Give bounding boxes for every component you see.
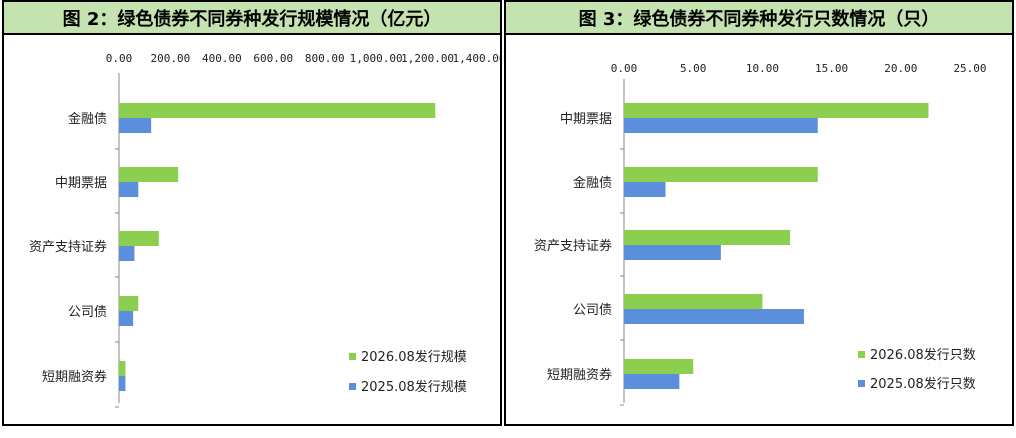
legend-swatch bbox=[349, 383, 356, 390]
bar-2026 bbox=[119, 296, 139, 311]
x-tick-label: 25.00 bbox=[953, 62, 986, 75]
x-tick-label: 5.00 bbox=[680, 62, 707, 75]
chart-svg: 0.00 5.00 10.00 15.00 20.00 25.00 中期票据金融债资产支持证… bbox=[534, 62, 987, 406]
category-label: 中期票据 bbox=[55, 176, 107, 191]
bar-2026 bbox=[119, 361, 126, 376]
category-label: 短期融资券 bbox=[547, 367, 612, 383]
bar-2025 bbox=[119, 246, 135, 261]
x-tick-label: 600.00 bbox=[253, 52, 293, 65]
category-label: 金融债 bbox=[573, 175, 612, 191]
chart-title: 图 2：绿色债券不同券种发行规模情况（亿元） bbox=[4, 2, 500, 35]
bar-2026 bbox=[624, 294, 763, 309]
bar-2025 bbox=[624, 245, 721, 260]
bar-2026 bbox=[119, 231, 159, 246]
bar-2026 bbox=[119, 167, 179, 182]
legend-label: 2026.08发行规模 bbox=[361, 349, 467, 365]
bar-2025 bbox=[119, 376, 126, 391]
x-tick-label: 1,000.00 bbox=[350, 52, 403, 65]
legend-swatch bbox=[858, 380, 865, 387]
bar-2025 bbox=[119, 182, 139, 197]
legend-label: 2025.08发行只数 bbox=[870, 376, 976, 392]
chart-title: 图 3：绿色债券不同券种发行只数情况（只） bbox=[506, 2, 1012, 35]
bar-2025 bbox=[624, 118, 818, 133]
bar-2026 bbox=[624, 230, 791, 245]
x-tick-label: 10.00 bbox=[746, 62, 779, 75]
category-label: 金融债 bbox=[68, 111, 107, 127]
bar-2025 bbox=[119, 311, 134, 326]
x-tick-label: 0.00 bbox=[611, 62, 638, 75]
x-tick-label: 20.00 bbox=[884, 62, 917, 75]
legend-swatch bbox=[858, 351, 865, 358]
x-tick-label: 1,200.00 bbox=[401, 52, 454, 65]
bar-2025 bbox=[119, 118, 152, 133]
x-tick-label: 800.00 bbox=[305, 52, 345, 65]
bar-2026 bbox=[624, 103, 929, 118]
x-tick-label: 15.00 bbox=[815, 62, 848, 75]
legend-swatch bbox=[349, 353, 356, 360]
chart-panel-count: 图 3：绿色债券不同券种发行只数情况（只） 0.00 5.00 10.00 15.00… bbox=[504, 0, 1014, 426]
category-label: 短期融资券 bbox=[42, 369, 107, 385]
category-label: 资产支持证券 bbox=[29, 239, 107, 255]
legend-label: 2025.08发行规模 bbox=[361, 379, 467, 395]
bar-2026 bbox=[624, 359, 694, 374]
x-tick-label: 1,400.00 bbox=[453, 52, 500, 65]
category-label: 资产支持证券 bbox=[534, 238, 612, 254]
x-tick-label: 400.00 bbox=[202, 52, 242, 65]
legend-label: 2026.08发行只数 bbox=[870, 347, 976, 363]
category-label: 公司债 bbox=[68, 305, 107, 320]
category-label: 中期票据 bbox=[560, 112, 612, 127]
chart-svg: 0.00 200.00 400.00 600.00 800.00 1,000.001,20… bbox=[29, 52, 500, 408]
x-tick-label: 200.00 bbox=[151, 52, 191, 65]
bar-2025 bbox=[624, 374, 680, 389]
bar-2026 bbox=[119, 103, 436, 118]
x-tick-label: 0.00 bbox=[106, 52, 133, 65]
bar-2025 bbox=[624, 182, 666, 197]
category-label: 公司债 bbox=[573, 303, 612, 318]
chart-panel-scale: 图 2：绿色债券不同券种发行规模情况（亿元） 0.00 200.00 400.00 6… bbox=[2, 0, 502, 426]
bar-2025 bbox=[624, 309, 804, 324]
bar-2026 bbox=[624, 167, 818, 182]
